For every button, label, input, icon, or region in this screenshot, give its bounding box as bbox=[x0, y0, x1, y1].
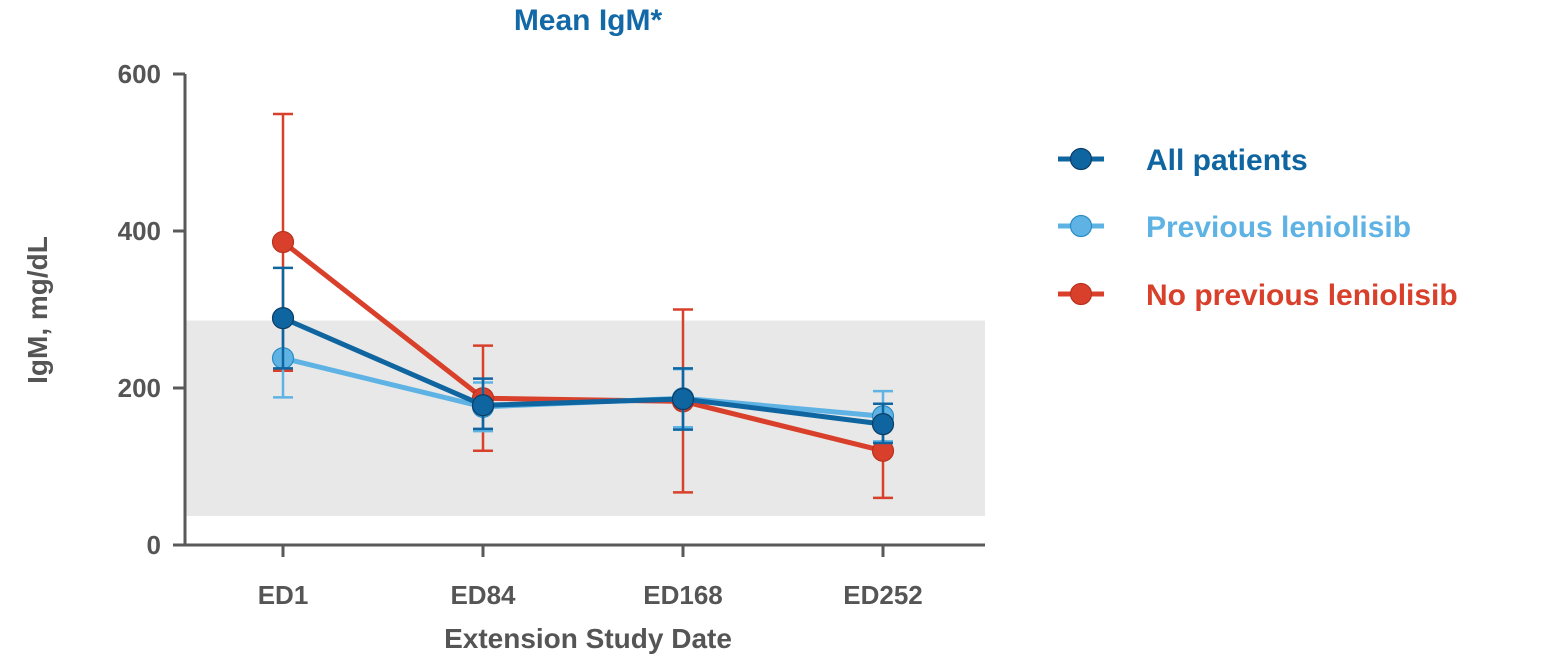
data-point bbox=[271, 307, 295, 330]
y-axis-title: IgM, mg/dL bbox=[22, 236, 53, 384]
x-axis-title: Extension Study Date bbox=[444, 623, 732, 654]
legend-label-all-patients: All patients bbox=[1146, 144, 1308, 177]
x-tick-label: ED252 bbox=[843, 580, 923, 610]
data-point bbox=[871, 413, 895, 436]
series-layer bbox=[271, 112, 895, 500]
legend-label-previous-leniolisib: Previous leniolisib bbox=[1146, 211, 1411, 244]
legend: All patients Previous leniolisib No previo… bbox=[1058, 144, 1458, 312]
y-tick-label: 600 bbox=[118, 59, 161, 89]
legend-label-no-previous-leniolisib: No previous leniolisib bbox=[1146, 279, 1458, 312]
data-point bbox=[271, 230, 295, 254]
y-tick-label: 0 bbox=[147, 530, 161, 560]
legend-marker-all-patients bbox=[1069, 147, 1093, 171]
data-point bbox=[671, 387, 695, 411]
y-tick-label: 200 bbox=[118, 373, 161, 403]
axes: 0 200 400 600 ED1 ED84 ED168 ED252 bbox=[118, 59, 985, 610]
series-line bbox=[282, 315, 884, 427]
reference-range-band bbox=[185, 320, 985, 516]
legend-marker-no-previous-leniolisib bbox=[1069, 282, 1093, 306]
y-tick-label: 400 bbox=[118, 216, 161, 246]
series-all-patients bbox=[271, 266, 895, 445]
x-tick-label: ED84 bbox=[450, 580, 516, 610]
legend-marker-previous-leniolisib bbox=[1069, 214, 1093, 238]
chart-title: Mean IgM* bbox=[514, 4, 663, 37]
data-point bbox=[471, 394, 495, 417]
x-tick-label: ED1 bbox=[258, 580, 309, 610]
x-tick-label: ED168 bbox=[643, 580, 723, 610]
